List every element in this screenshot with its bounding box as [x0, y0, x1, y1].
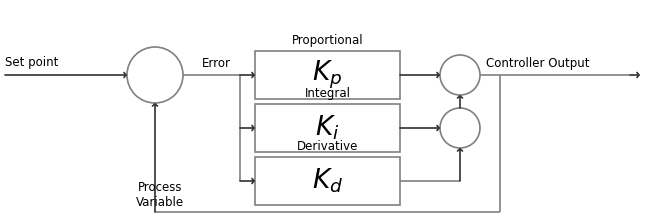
Bar — [255, 157, 400, 205]
Text: Controller Output: Controller Output — [486, 57, 590, 70]
Text: Integral: Integral — [304, 87, 350, 100]
Text: Set point: Set point — [5, 56, 58, 69]
Text: $K_i$: $K_i$ — [315, 114, 340, 142]
Text: Proportional: Proportional — [292, 34, 363, 47]
Bar — [255, 51, 400, 99]
Text: Process
Variable: Process Variable — [136, 181, 184, 209]
Text: Error: Error — [202, 57, 231, 70]
Text: Derivative: Derivative — [297, 140, 358, 153]
Text: $K_p$: $K_p$ — [313, 59, 343, 91]
Text: $K_d$: $K_d$ — [312, 167, 343, 195]
Bar — [255, 104, 400, 152]
